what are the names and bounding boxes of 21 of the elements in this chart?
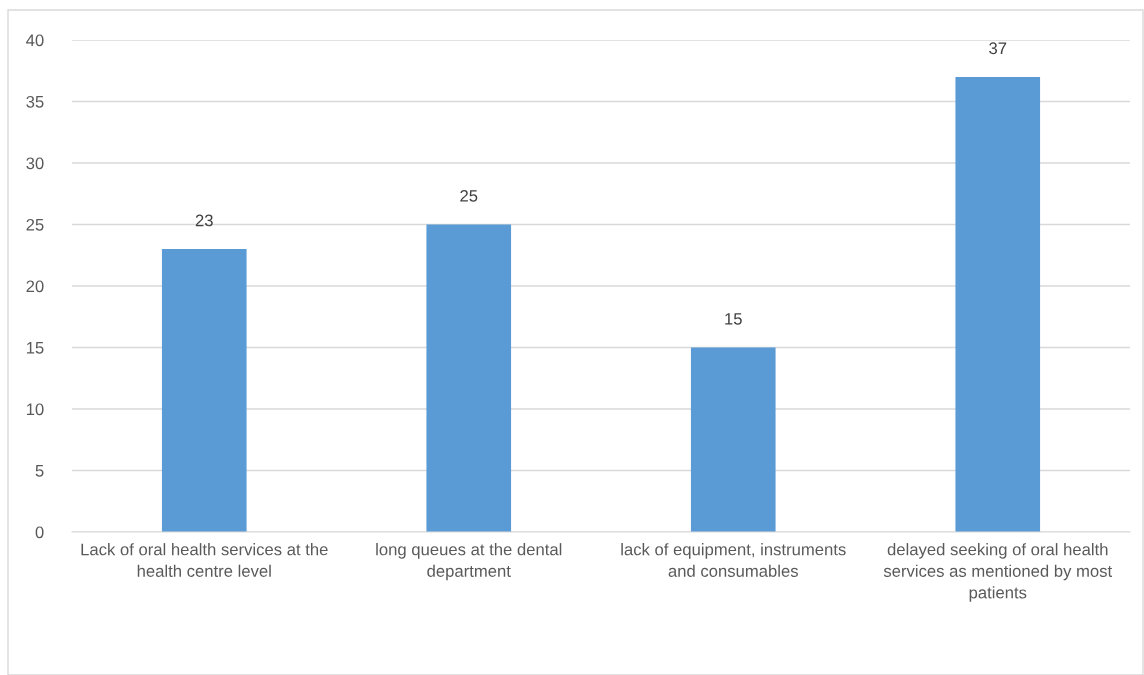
y-tick-label: 10 bbox=[26, 403, 44, 416]
bar bbox=[955, 76, 1041, 532]
x-tick-label: lack of equipment, instruments and consumables bbox=[621, 543, 846, 577]
bar bbox=[426, 224, 512, 532]
x-tick-label: Lack of oral health services at the health centre level bbox=[81, 543, 328, 577]
x-tick-label: long queues at the dental department bbox=[376, 543, 562, 581]
y-tick-label: 5 bbox=[35, 465, 44, 477]
data-label: 37 bbox=[989, 42, 1007, 55]
y-tick-label: 30 bbox=[26, 157, 44, 170]
y-tick-label: 25 bbox=[26, 218, 44, 231]
y-tick-label: 35 bbox=[26, 95, 44, 108]
bar bbox=[690, 347, 776, 532]
data-label: 15 bbox=[725, 313, 742, 325]
y-tick-label: 40 bbox=[26, 34, 44, 47]
data-label: 23 bbox=[195, 214, 213, 227]
y-tick-label: 20 bbox=[26, 280, 44, 293]
data-label: 25 bbox=[460, 189, 478, 202]
y-tick-label: 15 bbox=[26, 342, 44, 354]
y-tick-label: 0 bbox=[35, 526, 44, 539]
x-tick-label: delayed seeking of oral health services as mentioned by most patients bbox=[883, 543, 1113, 602]
bar bbox=[161, 249, 247, 532]
